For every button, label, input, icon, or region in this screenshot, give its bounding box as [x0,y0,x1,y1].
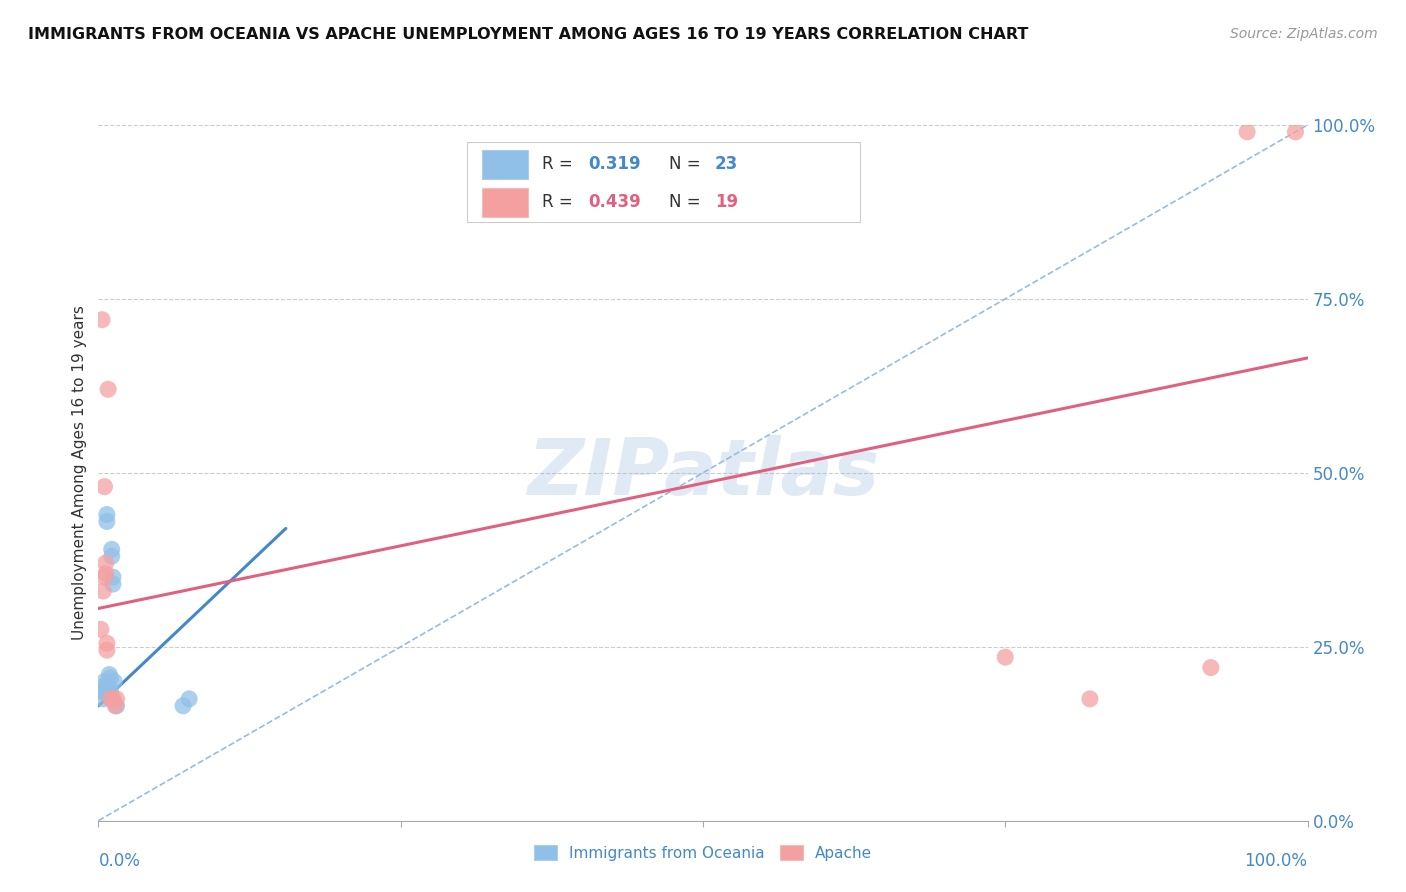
Point [91,685,114,699]
Text: IMMIGRANTS FROM OCEANIA VS APACHE UNEMPLOYMENT AMONG AGES 16 TO 19 YEARS CORRELA: IMMIGRANTS FROM OCEANIA VS APACHE UNEMPL… [28,27,1029,42]
Text: N =: N = [669,155,706,173]
Point [994,650,1017,665]
Point [94,556,117,570]
Y-axis label: Unemployment Among Ages 16 to 19 years: Unemployment Among Ages 16 to 19 years [72,305,87,640]
Point [105,698,128,713]
Legend: Immigrants from Oceania, Apache: Immigrants from Oceania, Apache [529,840,877,865]
Point [100,685,122,699]
Point [93,674,115,689]
Point [91,692,114,706]
Point [97,685,120,699]
Point [100,549,122,564]
Text: R =: R = [543,194,578,211]
Point [96,636,118,650]
Point [93,570,115,584]
Point [94,566,117,581]
FancyBboxPatch shape [482,187,527,217]
Text: 0.439: 0.439 [588,194,641,211]
Point [103,674,125,689]
Text: R =: R = [543,155,578,173]
Point [96,515,118,529]
Point [1199,660,1222,674]
Point [98,681,121,696]
Point [96,508,118,522]
Text: 19: 19 [716,194,738,211]
Point [101,692,124,706]
FancyBboxPatch shape [482,150,527,179]
Point [105,692,128,706]
Point [94,685,117,699]
Point [91,681,114,696]
Point [100,542,122,557]
Point [91,584,114,599]
Point [94,678,117,692]
Text: 23: 23 [716,155,738,173]
Point [179,692,201,706]
Point [100,692,122,706]
Point [97,678,120,692]
Text: N =: N = [669,194,706,211]
Point [1078,692,1101,706]
Point [101,577,124,591]
Point [93,480,115,494]
Point [96,643,118,657]
FancyBboxPatch shape [467,142,860,222]
Point [93,685,115,699]
Point [1284,125,1306,139]
Point [91,312,114,326]
Text: 0.0%: 0.0% [98,852,141,870]
Point [172,698,194,713]
Point [104,698,127,713]
Point [97,382,120,396]
Point [90,623,112,637]
Text: Source: ZipAtlas.com: Source: ZipAtlas.com [1230,27,1378,41]
Text: 0.319: 0.319 [588,155,641,173]
Point [100,671,122,685]
Text: 100.0%: 100.0% [1244,852,1308,870]
Point [101,570,124,584]
Text: ZIPatlas: ZIPatlas [527,434,879,511]
Point [98,667,121,681]
Point [1236,125,1258,139]
